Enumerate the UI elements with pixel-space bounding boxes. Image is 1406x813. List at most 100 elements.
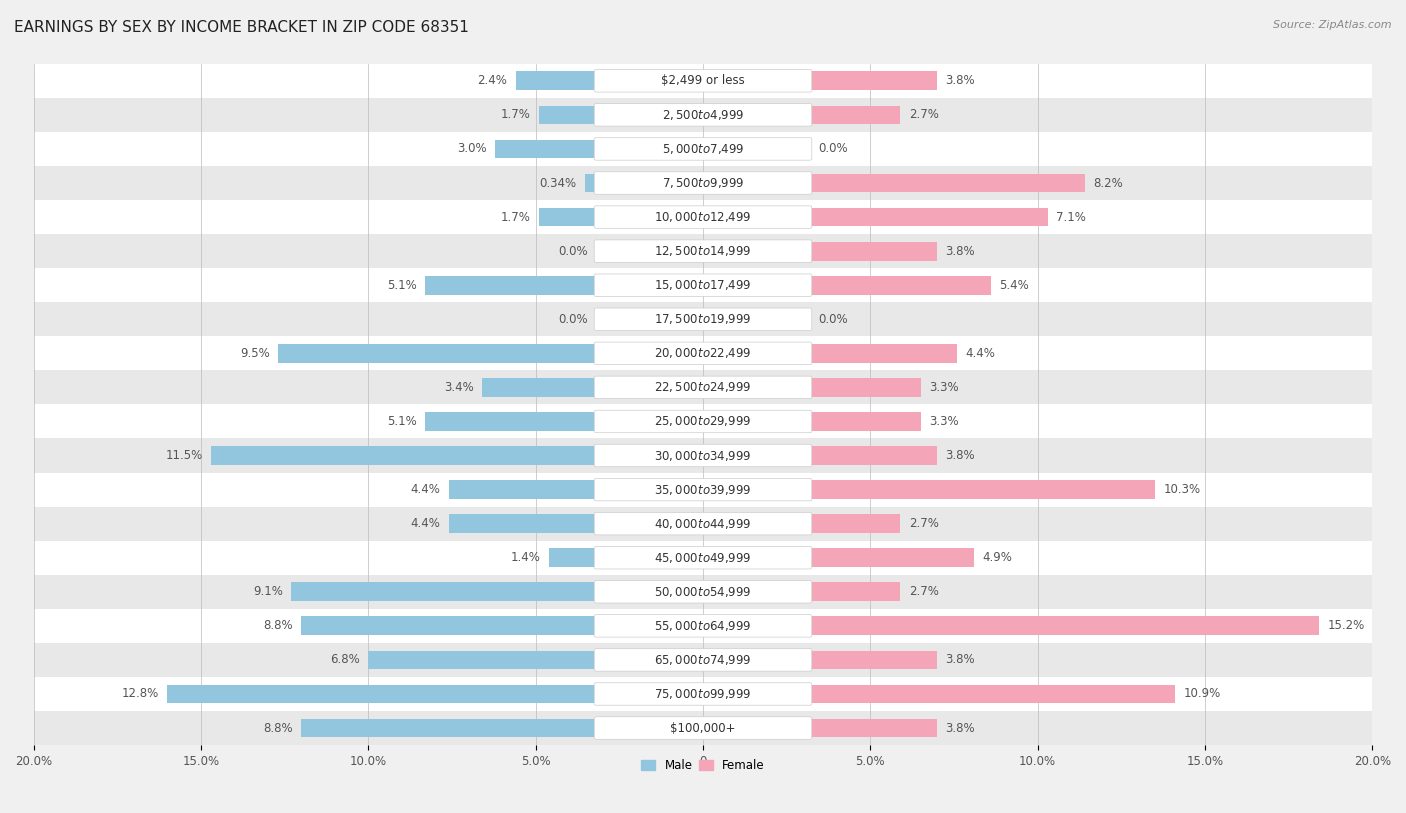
Text: 2.7%: 2.7% <box>908 517 939 530</box>
Text: 2.4%: 2.4% <box>477 74 508 87</box>
Bar <box>810 616 1319 635</box>
Bar <box>301 719 596 737</box>
Text: $12,500 to $14,999: $12,500 to $14,999 <box>654 244 752 259</box>
Bar <box>548 548 596 567</box>
Text: $45,000 to $49,999: $45,000 to $49,999 <box>654 550 752 565</box>
Text: 3.8%: 3.8% <box>946 74 976 87</box>
Text: $20,000 to $22,499: $20,000 to $22,499 <box>654 346 752 360</box>
FancyBboxPatch shape <box>34 132 1372 166</box>
Text: 1.4%: 1.4% <box>510 551 541 564</box>
Text: 3.3%: 3.3% <box>929 415 959 428</box>
Text: 0.0%: 0.0% <box>558 245 588 258</box>
Text: 9.1%: 9.1% <box>253 585 283 598</box>
Text: 3.4%: 3.4% <box>444 381 474 394</box>
Text: 10.3%: 10.3% <box>1163 483 1201 496</box>
Bar <box>538 106 596 124</box>
Text: $2,500 to $4,999: $2,500 to $4,999 <box>662 108 744 122</box>
FancyBboxPatch shape <box>595 70 811 92</box>
Text: 1.7%: 1.7% <box>501 211 530 224</box>
Text: 0.0%: 0.0% <box>818 142 848 155</box>
Text: $25,000 to $29,999: $25,000 to $29,999 <box>654 415 752 428</box>
FancyBboxPatch shape <box>595 478 811 501</box>
Text: $17,500 to $19,999: $17,500 to $19,999 <box>654 312 752 326</box>
Bar <box>425 412 596 431</box>
Text: 5.4%: 5.4% <box>1000 279 1029 292</box>
Bar <box>538 207 596 227</box>
Text: $10,000 to $12,499: $10,000 to $12,499 <box>654 210 752 224</box>
Bar <box>810 344 957 363</box>
FancyBboxPatch shape <box>34 63 1372 98</box>
Text: $50,000 to $54,999: $50,000 to $54,999 <box>654 585 752 599</box>
Bar <box>810 241 938 260</box>
Text: $55,000 to $64,999: $55,000 to $64,999 <box>654 619 752 633</box>
Text: $65,000 to $74,999: $65,000 to $74,999 <box>654 653 752 667</box>
Text: $75,000 to $99,999: $75,000 to $99,999 <box>654 687 752 701</box>
Text: $40,000 to $44,999: $40,000 to $44,999 <box>654 516 752 531</box>
Text: 0.34%: 0.34% <box>538 176 576 189</box>
Text: 2.7%: 2.7% <box>908 108 939 121</box>
Bar <box>810 446 938 465</box>
Bar <box>301 616 596 635</box>
Text: EARNINGS BY SEX BY INCOME BRACKET IN ZIP CODE 68351: EARNINGS BY SEX BY INCOME BRACKET IN ZIP… <box>14 20 470 35</box>
Text: 3.8%: 3.8% <box>946 245 976 258</box>
Text: 8.8%: 8.8% <box>263 722 292 735</box>
Text: $100,000+: $100,000+ <box>671 722 735 735</box>
Bar <box>211 446 596 465</box>
FancyBboxPatch shape <box>34 643 1372 677</box>
Bar <box>810 106 900 124</box>
Text: 0.0%: 0.0% <box>818 313 848 326</box>
Text: $22,500 to $24,999: $22,500 to $24,999 <box>654 380 752 394</box>
FancyBboxPatch shape <box>595 615 811 637</box>
FancyBboxPatch shape <box>34 200 1372 234</box>
FancyBboxPatch shape <box>34 404 1372 438</box>
FancyBboxPatch shape <box>595 274 811 297</box>
Text: 4.4%: 4.4% <box>411 517 440 530</box>
Bar <box>810 582 900 601</box>
Bar <box>810 650 938 669</box>
Bar <box>482 378 596 397</box>
Text: $7,500 to $9,999: $7,500 to $9,999 <box>662 176 744 190</box>
FancyBboxPatch shape <box>595 546 811 569</box>
Bar <box>167 685 596 703</box>
FancyBboxPatch shape <box>34 711 1372 745</box>
Bar <box>368 650 596 669</box>
Text: 10.9%: 10.9% <box>1184 688 1220 701</box>
Text: 8.2%: 8.2% <box>1092 176 1123 189</box>
Bar <box>585 174 596 193</box>
Text: 4.4%: 4.4% <box>411 483 440 496</box>
FancyBboxPatch shape <box>34 438 1372 472</box>
FancyBboxPatch shape <box>595 308 811 331</box>
FancyBboxPatch shape <box>34 268 1372 302</box>
Text: 5.1%: 5.1% <box>387 279 416 292</box>
Text: 3.8%: 3.8% <box>946 449 976 462</box>
Bar <box>810 480 1154 499</box>
FancyBboxPatch shape <box>34 472 1372 506</box>
FancyBboxPatch shape <box>34 302 1372 337</box>
Text: 3.8%: 3.8% <box>946 654 976 667</box>
Text: 11.5%: 11.5% <box>166 449 202 462</box>
Text: 3.0%: 3.0% <box>457 142 486 155</box>
Text: 9.5%: 9.5% <box>240 347 270 360</box>
FancyBboxPatch shape <box>34 506 1372 541</box>
Text: 6.8%: 6.8% <box>330 654 360 667</box>
FancyBboxPatch shape <box>34 234 1372 268</box>
Bar <box>495 140 596 159</box>
Text: Source: ZipAtlas.com: Source: ZipAtlas.com <box>1274 20 1392 30</box>
FancyBboxPatch shape <box>595 444 811 467</box>
Text: 15.2%: 15.2% <box>1327 620 1364 633</box>
Bar <box>449 515 596 533</box>
FancyBboxPatch shape <box>595 512 811 535</box>
FancyBboxPatch shape <box>34 677 1372 711</box>
Bar <box>810 548 974 567</box>
FancyBboxPatch shape <box>595 411 811 433</box>
Bar <box>810 207 1047 227</box>
FancyBboxPatch shape <box>595 240 811 263</box>
Text: 4.4%: 4.4% <box>966 347 995 360</box>
Bar <box>810 719 938 737</box>
Bar <box>810 276 991 294</box>
Text: 2.7%: 2.7% <box>908 585 939 598</box>
FancyBboxPatch shape <box>595 580 811 603</box>
Text: 3.8%: 3.8% <box>946 722 976 735</box>
Text: $2,499 or less: $2,499 or less <box>661 74 745 87</box>
FancyBboxPatch shape <box>34 166 1372 200</box>
